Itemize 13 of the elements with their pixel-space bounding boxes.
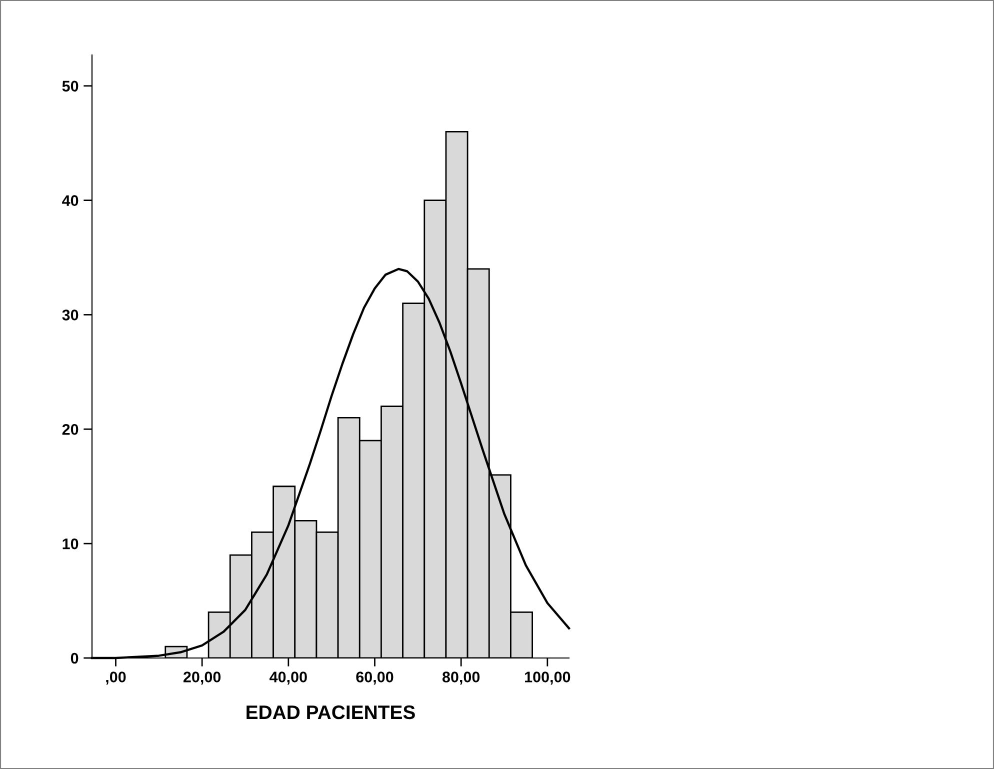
x-tick-label: 80,00 <box>442 672 480 685</box>
x-axis-title: EDAD PACIENTES <box>246 705 415 720</box>
x-tick-label: ,00 <box>106 672 126 685</box>
y-tick-label: 50 <box>62 80 78 92</box>
y-tick-label: 0 <box>70 652 78 664</box>
x-tick-label: 40,00 <box>270 672 307 685</box>
y-tick-label: 20 <box>62 424 78 435</box>
y-tick-label: 40 <box>62 195 78 206</box>
x-tick-label: 60,00 <box>356 672 394 685</box>
y-tick-label: 30 <box>62 310 78 320</box>
x-tick-label: 20,00 <box>183 672 221 685</box>
x-tick-label: 100,00 <box>525 672 570 685</box>
y-tick-label: 10 <box>62 538 78 550</box>
